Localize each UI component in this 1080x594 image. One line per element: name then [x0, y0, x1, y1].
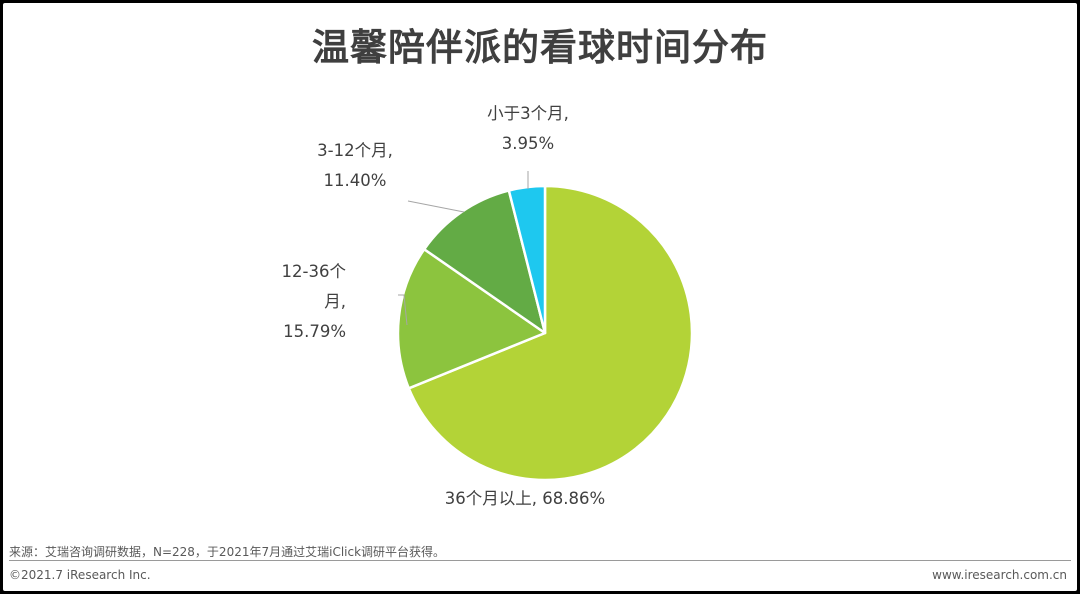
- slice-label-line: 11.40%: [324, 171, 387, 190]
- website-text: www.iresearch.com.cn: [932, 568, 1067, 582]
- pie-slice-0: [407, 184, 694, 482]
- slice-label-line: 12-36个: [282, 262, 346, 281]
- slice-label-0: 36个月以上, 68.86%: [445, 489, 605, 508]
- pie-chart: 36个月以上, 68.86% 12-36个月, 15.79% 3-12个月, 11.40…: [282, 104, 694, 508]
- slice-label-3: 小于3个月, 3.95%: [487, 104, 569, 153]
- source-note: 来源：艾瑞咨询调研数据，N=228，于2021年7月通过艾瑞iClick调研平台…: [9, 545, 446, 559]
- chart-title: 温馨陪伴派的看球时间分布: [312, 26, 768, 69]
- pie-slice-1: [396, 247, 547, 390]
- footer-divider: [9, 560, 1071, 561]
- slice-label-line: 月,: [324, 292, 346, 311]
- slice-label-line: 3.95%: [502, 134, 554, 153]
- slice-label-line: 3-12个月,: [317, 141, 393, 160]
- pie-slice-3: [507, 184, 547, 335]
- slice-label-1: 12-36个月, 15.79%: [282, 262, 346, 341]
- slice-label-line: 小于3个月,: [487, 104, 569, 123]
- pie-slice-2: [422, 189, 547, 335]
- slice-label-2: 3-12个月, 11.40%: [317, 141, 393, 190]
- copyright-text: ©2021.7 iResearch Inc.: [9, 568, 151, 582]
- slice-label-line: 15.79%: [283, 322, 346, 341]
- slice-label-line: 36个月以上, 68.86%: [445, 489, 605, 508]
- leader-line-1: [398, 294, 408, 326]
- leader-line-2: [407, 200, 465, 213]
- slide: 温馨陪伴派的看球时间分布 36个月以上, 68.86% 12-36个月, 15.79…: [3, 3, 1077, 591]
